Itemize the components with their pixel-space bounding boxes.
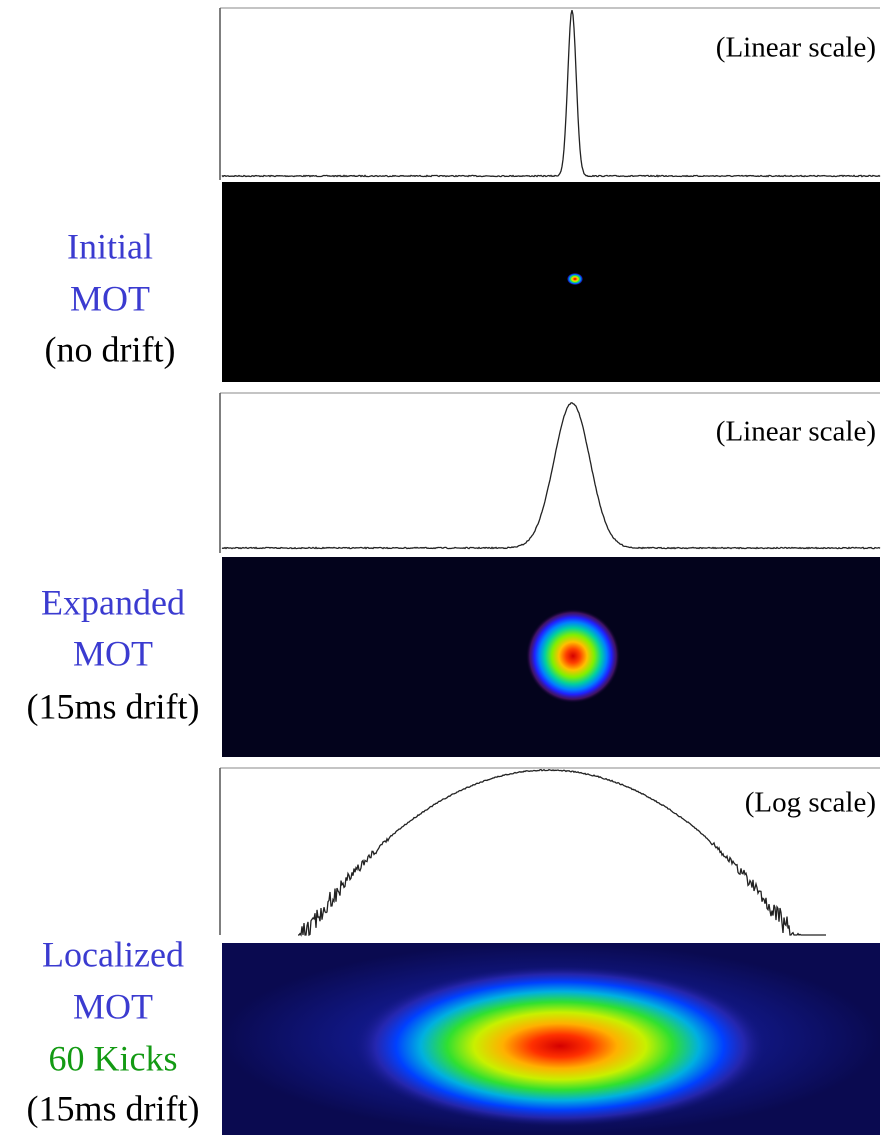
panel-label: Initial — [67, 226, 153, 266]
atom-cloud — [355, 966, 765, 1126]
page: {"panels": [ {"scale_label": "(Linear sc… — [0, 0, 881, 1138]
panel: (Linear scale) Expanded MOT (15ms drift) — [27, 393, 880, 757]
panel-label: Localized — [42, 934, 184, 974]
scale-label: (Linear scale) — [716, 32, 876, 64]
panel-label: (15ms drift) — [27, 1088, 200, 1128]
panel-label: Expanded — [41, 582, 185, 622]
panel-label: MOT — [73, 633, 153, 673]
panel-label: 60 Kicks — [49, 1038, 178, 1078]
figure: (Linear scale)InitialMOT(no drift)(Linea… — [0, 0, 881, 1138]
panel: (Log scale) Localized MOT 60 Kicks (15ms dri… — [27, 768, 880, 1135]
panel-label: MOT — [73, 986, 153, 1026]
panel: (Linear scale) Initial MOT (no drift) — [45, 8, 880, 382]
camera-image — [222, 182, 880, 382]
panel-label: MOT — [70, 278, 150, 318]
scale-label: (Linear scale) — [716, 416, 876, 448]
atom-cloud — [567, 273, 583, 285]
scale-label: (Log scale) — [745, 787, 876, 819]
atom-cloud — [526, 609, 620, 703]
panel-label: (no drift) — [45, 329, 176, 369]
panel-label: (15ms drift) — [27, 686, 200, 726]
